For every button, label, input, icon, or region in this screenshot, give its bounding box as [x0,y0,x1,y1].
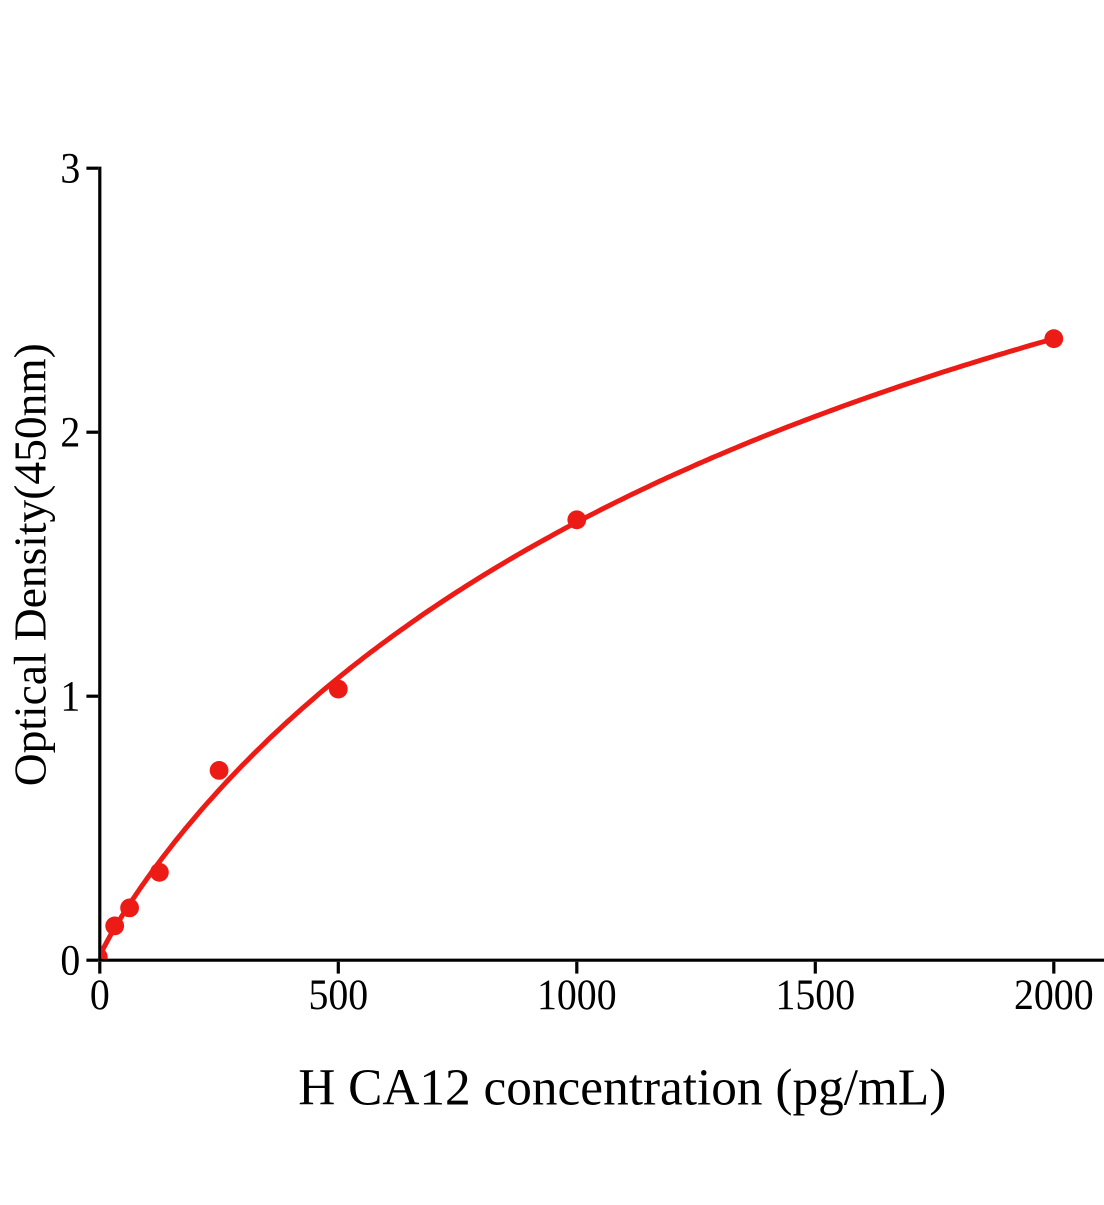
svg-text:Optical Density(450nm): Optical Density(450nm) [5,343,56,786]
svg-text:3: 3 [60,145,80,193]
svg-text:H CA12 concentration (pg/mL): H CA12 concentration (pg/mL) [298,1059,946,1116]
svg-text:1000: 1000 [537,971,617,1019]
svg-text:1: 1 [60,673,80,721]
svg-text:1500: 1500 [776,971,856,1019]
svg-text:0: 0 [90,971,110,1019]
svg-text:2000: 2000 [1014,971,1094,1019]
svg-text:2: 2 [60,409,80,457]
svg-text:500: 500 [308,971,368,1019]
svg-text:0: 0 [60,937,80,985]
